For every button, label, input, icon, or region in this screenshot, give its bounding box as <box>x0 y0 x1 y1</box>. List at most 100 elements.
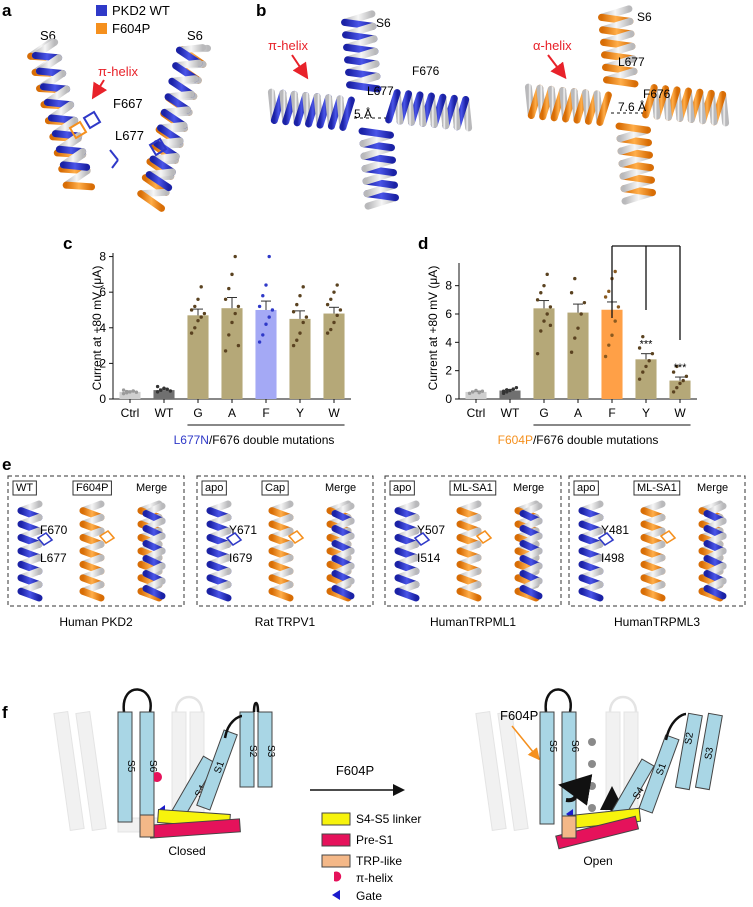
panel-a: a PKD2 WT F604P S6 S6 π-helix F667 L677 <box>2 1 212 212</box>
box-tag-1: WT <box>16 482 33 494</box>
chart-c-bar-w <box>323 313 345 399</box>
legend-swatch-f604p <box>96 23 107 34</box>
chart-c-data-point <box>236 304 241 309</box>
panel-a-label: a <box>2 1 12 20</box>
panel-d-xgroup-colored: F604P <box>498 433 533 447</box>
chart-c-x-label-w: W <box>328 406 340 420</box>
chart-d-data-point <box>511 387 515 391</box>
chart-c-data-point <box>189 308 194 312</box>
chart-c-bar-y <box>289 318 311 399</box>
box-tag-2: F604P <box>76 482 108 494</box>
pi-helix-label: π-helix <box>98 64 139 79</box>
chart-d-y-tick-label: 2 <box>445 364 452 378</box>
chart-d-data-point <box>573 336 577 340</box>
box-tag-1-frame <box>12 480 37 496</box>
chart-c-y-tick-label: 8 <box>99 250 106 264</box>
chart-c-bar-ctrl <box>119 391 141 399</box>
box-residue-2: L677 <box>40 551 67 565</box>
pi-helix-arrow-b <box>291 54 309 80</box>
chart-c-data-point <box>335 313 339 318</box>
chart-c-x-label-f: F <box>262 406 269 420</box>
box-caption: HumanTRPML1 <box>430 615 516 629</box>
chart-c-data-point <box>291 310 296 314</box>
chart-d-data-point <box>535 298 540 302</box>
box-helix-merge-blue <box>519 502 543 600</box>
chart-d-data-point <box>675 364 679 369</box>
legend-pi-helix-label: π-helix <box>356 871 393 885</box>
chart-d-data-point <box>545 312 549 316</box>
chart-d-data-point <box>603 354 608 359</box>
box-sidechain-orange <box>98 529 116 545</box>
box-tag-1-frame <box>201 480 227 496</box>
chart-d-bar-g <box>533 308 555 399</box>
chart-c-data-point <box>329 327 333 332</box>
chart-d-x-label-f: F <box>608 406 615 420</box>
chart-d-data-point <box>650 351 655 356</box>
chart-c-x-label-wt: WT <box>155 406 174 420</box>
box-residue-2: I679 <box>229 551 253 565</box>
panel-a-helices <box>27 38 212 212</box>
box-tag-1-frame <box>389 480 415 496</box>
legend-f604p-label: F604P <box>112 21 150 36</box>
chart-d-data-point <box>569 291 574 295</box>
chart-d-data-point <box>603 295 608 299</box>
box-helix-blue <box>394 500 420 602</box>
panel-f-label: f <box>2 703 8 722</box>
s6-right-label: S6 <box>187 28 203 43</box>
box-sidechain-orange <box>287 529 305 545</box>
chart-d-data-point <box>542 319 546 323</box>
chart-d-data-point <box>579 312 583 316</box>
f676-label-b-left: F676 <box>412 64 440 78</box>
box-merge-label: Merge <box>325 482 356 494</box>
open-s1-label: S1 <box>654 761 669 777</box>
chart-c-data-point <box>264 322 268 326</box>
box-merge-label: Merge <box>136 482 167 494</box>
panel-b-f604p-helix-left <box>524 83 612 126</box>
chart-d-data-point <box>647 359 651 363</box>
chart-c-x-label-y: Y <box>296 406 304 420</box>
pi-helix-arrow <box>91 79 108 100</box>
legend-pi-helix-marker <box>334 871 342 882</box>
helix-front-strand <box>62 181 96 191</box>
helix-front-strand <box>519 585 543 600</box>
chart-c-data-point <box>257 340 262 344</box>
chart-d-data-point <box>675 385 679 390</box>
helix-front-strand <box>394 587 420 602</box>
chart-c-data-point <box>227 333 231 337</box>
chart-c-data-point <box>193 326 197 330</box>
box-sidechain-orange <box>475 529 493 545</box>
box-caption: Rat TRPV1 <box>255 615 316 629</box>
chart-d-x-label-w: W <box>674 406 686 420</box>
chart-d-data-point <box>569 350 574 354</box>
box-helix-orange <box>456 500 482 602</box>
closed-s5-helix <box>117 711 133 823</box>
chart-c-y-tick-label: 0 <box>99 392 106 406</box>
box-helix-orange <box>640 500 666 602</box>
chart-d-data-point <box>610 333 614 337</box>
box-caption: Human PKD2 <box>59 615 133 629</box>
box-helix-blue <box>578 500 604 602</box>
ion-dot <box>588 738 596 746</box>
chart-d-data-point <box>501 389 506 393</box>
s6-label-b-left: S6 <box>376 16 391 30</box>
helix-front-strand <box>603 76 639 88</box>
legend-trp-like-label: TRP-like <box>356 854 402 868</box>
chart-d-data-point <box>678 381 682 386</box>
chart-c-data-point <box>267 254 271 259</box>
legend-wt-label: PKD2 WT <box>112 3 170 18</box>
panel-b-wt-helix-bottom <box>358 127 399 210</box>
helix-front-strand <box>596 91 612 126</box>
chart-d-y-tick-label: 6 <box>445 307 452 321</box>
distance-7-6a-label: 7.6 Å <box>618 99 646 114</box>
panel-e-label: e <box>2 455 11 474</box>
open-s2-label: S2 <box>683 731 696 745</box>
closed-s2-helix <box>239 711 255 788</box>
chart-d-data-point <box>474 388 478 393</box>
l677-sidechain <box>109 149 119 169</box>
panel-c-xgroup-rest: /F676 double mutations <box>209 433 334 447</box>
legend-pre-s1-swatch <box>321 833 351 847</box>
chart-d-data-point <box>681 378 685 383</box>
